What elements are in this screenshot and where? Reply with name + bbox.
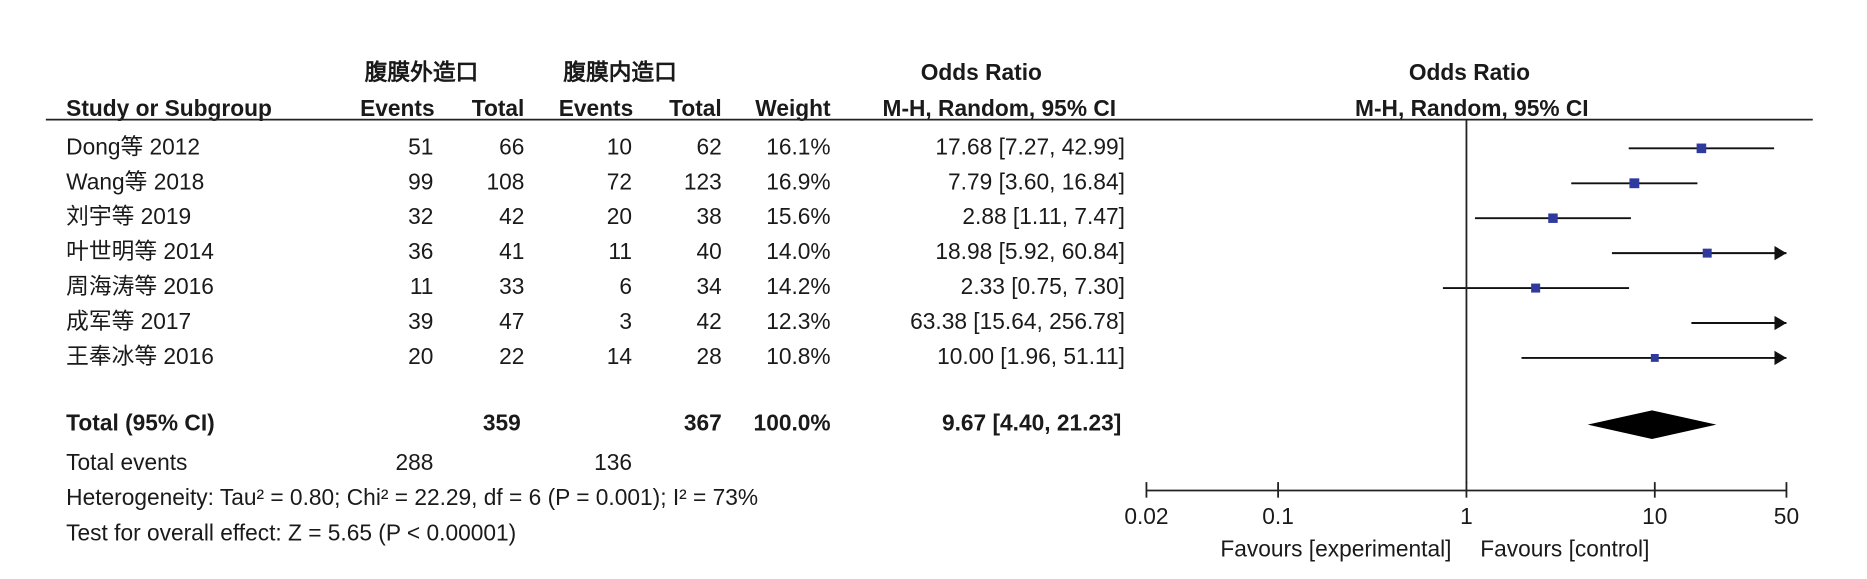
column-header: Events xyxy=(360,95,435,121)
column-header: Study or Subgroup xyxy=(66,95,272,121)
total-events: 136 xyxy=(594,449,632,475)
x-tick-label: 10 xyxy=(1642,503,1667,529)
table-cell: 123 xyxy=(684,168,722,194)
total-cell: 359 xyxy=(483,410,521,436)
table-cell: 10.8% xyxy=(766,343,830,369)
table-cell: 38 xyxy=(696,203,721,229)
column-header: M-H, Random, 95% CI xyxy=(883,95,1117,121)
table-cell: 2.88 [1.11, 7.47] xyxy=(962,203,1125,229)
favours-left: Favours [experimental] xyxy=(1220,535,1451,561)
table-cell: 2.33 [0.75, 7.30] xyxy=(961,273,1125,299)
total-label: Total (95% CI) xyxy=(66,410,215,436)
table-cell: 28 xyxy=(696,343,721,369)
table-cell: 14 xyxy=(607,343,632,369)
column-header: Weight xyxy=(755,95,831,121)
total-cell: 100.0% xyxy=(754,410,831,436)
ci-arrow xyxy=(1774,350,1787,366)
table-cell: 12.3% xyxy=(766,308,830,334)
heterogeneity: Heterogeneity: Tau² = 0.80; Chi² = 22.29… xyxy=(66,484,758,510)
plot-area xyxy=(1442,143,1810,440)
plot-title: Odds Ratio xyxy=(1409,59,1530,85)
table-cell: 47 xyxy=(499,308,524,334)
table-cell: 16.1% xyxy=(766,133,830,159)
total-events-label: Total events xyxy=(66,449,187,475)
table-cell: 42 xyxy=(499,203,524,229)
point-estimate xyxy=(1802,319,1810,327)
point-estimate xyxy=(1548,213,1558,223)
table-cell: 18.98 [5.92, 60.84] xyxy=(935,238,1124,264)
point-estimate xyxy=(1650,353,1659,362)
study-name: 成军等 2017 xyxy=(66,308,191,334)
point-estimate xyxy=(1629,178,1640,189)
table-title: Odds Ratio xyxy=(921,59,1042,85)
study-name: 叶世明等 2014 xyxy=(66,238,214,264)
column-header: Total xyxy=(669,95,722,121)
point-estimate xyxy=(1531,283,1541,293)
study-name: Wang等 2018 xyxy=(66,168,204,194)
table-cell: 11 xyxy=(608,238,632,264)
table-cell: 33 xyxy=(499,273,524,299)
table-cell: 40 xyxy=(696,238,721,264)
total-cell: 9.67 [4.40, 21.23] xyxy=(942,410,1121,436)
table-cell: 66 xyxy=(499,133,524,159)
total-events: 288 xyxy=(396,449,434,475)
table-cell: 62 xyxy=(696,133,721,159)
table-cell: 7.79 [3.60, 16.84] xyxy=(948,168,1125,194)
overall-effect: Test for overall effect: Z = 5.65 (P < 0… xyxy=(66,520,516,546)
table-cell: 11 xyxy=(410,273,434,299)
table-cell: 6 xyxy=(619,273,632,299)
table-cell: 72 xyxy=(607,168,632,194)
table-cell: 51 xyxy=(408,133,433,159)
study-name: 王奉冰等 2016 xyxy=(66,343,214,369)
table-cell: 63.38 [15.64, 256.78] xyxy=(910,308,1125,334)
table-cell: 17.68 [7.27, 42.99] xyxy=(935,133,1124,159)
table-cell: 14.0% xyxy=(766,238,830,264)
total-cell: 367 xyxy=(684,410,722,436)
favours-right: Favours [control] xyxy=(1480,535,1649,561)
x-tick-label: 50 xyxy=(1774,503,1799,529)
summary-diamond xyxy=(1587,410,1717,440)
table-cell: 99 xyxy=(408,168,433,194)
table-cell: 14.2% xyxy=(766,273,830,299)
x-tick-label: 0.02 xyxy=(1124,503,1168,529)
x-tick-label: 0.1 xyxy=(1262,503,1294,529)
table-cell: 15.6% xyxy=(766,203,830,229)
study-name: 周海涛等 2016 xyxy=(66,273,214,299)
column-header: Total xyxy=(472,95,525,121)
table-cell: 10 xyxy=(607,133,632,159)
table-cell: 22 xyxy=(499,343,524,369)
table-cell: 41 xyxy=(499,238,524,264)
table-cell: 42 xyxy=(696,308,721,334)
x-tick-label: 1 xyxy=(1460,503,1473,529)
table-cell: 16.9% xyxy=(766,168,830,194)
table-cell: 20 xyxy=(607,203,632,229)
group-header: 腹膜外造口 xyxy=(365,59,479,85)
study-name: Dong等 2012 xyxy=(66,133,200,159)
table-cell: 39 xyxy=(408,308,433,334)
ci-arrow xyxy=(1774,245,1787,261)
study-name: 刘宇等 2019 xyxy=(66,203,191,229)
plot-subtitle: M-H, Random, 95% CI xyxy=(1355,95,1589,121)
table-cell: 20 xyxy=(408,343,433,369)
table-cell: 3 xyxy=(619,308,632,334)
group-header: 腹膜内造口 xyxy=(563,59,677,85)
table-cell: 36 xyxy=(408,238,433,264)
table-cell: 108 xyxy=(486,168,524,194)
table-cell: 10.00 [1.96, 51.11] xyxy=(937,343,1125,369)
table-cell: 34 xyxy=(696,273,721,299)
point-estimate xyxy=(1702,248,1712,258)
point-estimate xyxy=(1696,143,1707,154)
table-cell: 32 xyxy=(408,203,433,229)
column-header: Events xyxy=(559,95,634,121)
ci-arrow xyxy=(1774,315,1787,331)
